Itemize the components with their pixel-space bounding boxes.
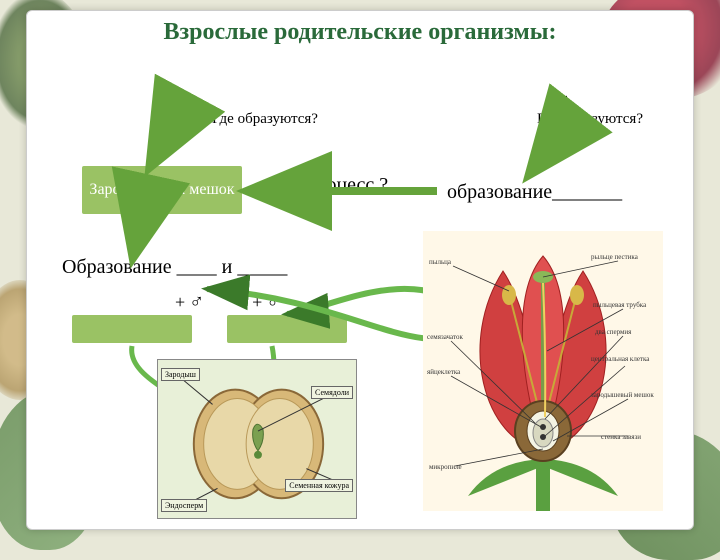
formation-right-label: образование_______ bbox=[447, 181, 622, 204]
empty-box-2 bbox=[227, 315, 347, 343]
embryo-sac-box: Зародышевый мешок bbox=[82, 166, 242, 214]
flower-label-7: два спермия bbox=[595, 328, 632, 336]
seed-label-3: Семенная кожура bbox=[285, 479, 353, 492]
question-left: Где образуются? bbox=[212, 111, 318, 128]
male-small-icon-2: ♂ bbox=[266, 291, 281, 314]
male-small-icon-1: ♂ bbox=[189, 291, 204, 314]
plus-1: + bbox=[175, 292, 185, 313]
flower-label-1: рыльце пестика bbox=[591, 253, 639, 261]
flower-label-6: зародышевый мешок bbox=[591, 391, 654, 399]
flower-label-5: центральная клетка bbox=[591, 355, 650, 363]
flower-label-8: стенка завязи bbox=[601, 433, 641, 441]
seed-label-1: Зародыш bbox=[161, 368, 200, 381]
seed-diagram: Зародыш Семядоли Семенная кожура Эндоспе… bbox=[157, 359, 357, 519]
seed-label-2: Семядоли bbox=[311, 386, 353, 399]
flower-label-4: яйцеклетка bbox=[427, 368, 461, 376]
content-box: Взрослые родительские организмы: ♀ ♂ Где… bbox=[26, 10, 694, 530]
empty-box-1 bbox=[72, 315, 192, 343]
plus-male-row: +♂ +♂ bbox=[175, 291, 281, 314]
flower-label-9: микропиле bbox=[429, 463, 462, 471]
female-symbol-icon: ♀ bbox=[147, 83, 174, 125]
flower-label-0: пыльца bbox=[429, 258, 452, 266]
seed-label-4: Эндосперм bbox=[161, 499, 207, 512]
flower-label-2: семязачаток bbox=[427, 333, 463, 341]
formation-left-label: Образование ____ и _____ bbox=[62, 256, 287, 279]
slide-title: Взрослые родительские организмы: bbox=[27, 19, 693, 45]
flower-diagram: пыльца рыльце пестика семязачаток пыльце… bbox=[423, 231, 663, 511]
flower-label-3: пыльцевая трубка bbox=[593, 301, 647, 309]
question-right: Где образуются? bbox=[537, 111, 643, 128]
plus-2: + bbox=[252, 292, 262, 313]
process-label: Процесс ? bbox=[302, 174, 388, 197]
